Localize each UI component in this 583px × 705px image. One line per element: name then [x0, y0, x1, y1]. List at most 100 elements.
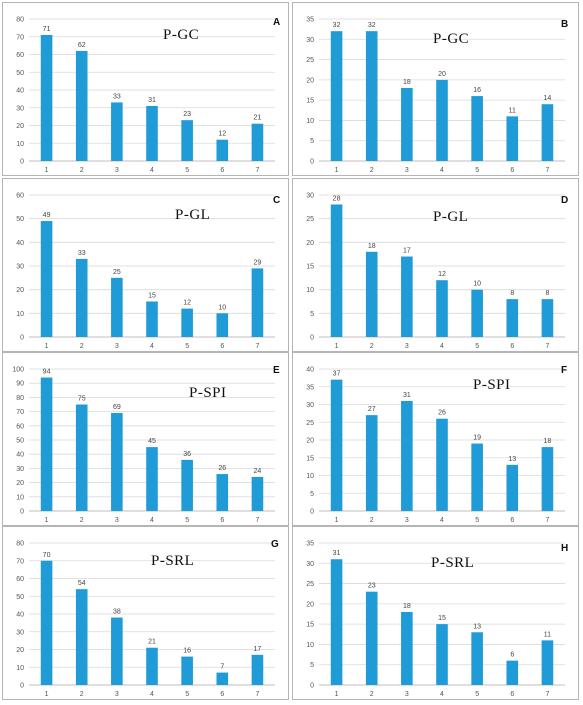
y-tick-label: 50	[16, 438, 24, 445]
bar	[146, 647, 158, 685]
panel-letter: G	[271, 539, 279, 550]
x-tick-label: 4	[440, 343, 444, 350]
y-tick-label: 15	[306, 455, 314, 462]
x-tick-label: 3	[405, 343, 409, 350]
y-tick-label: 10	[16, 665, 24, 672]
data-label: 13	[473, 623, 481, 630]
data-label: 18	[368, 243, 376, 250]
x-tick-label: 5	[185, 517, 189, 524]
data-label: 45	[148, 438, 156, 445]
x-tick-label: 4	[440, 167, 444, 174]
data-label: 38	[113, 609, 121, 616]
bar	[330, 31, 343, 161]
y-tick-label: 60	[16, 193, 24, 200]
bar	[365, 591, 378, 685]
x-tick-label: 2	[80, 343, 84, 350]
bar	[75, 404, 88, 511]
y-tick-label: 20	[16, 647, 24, 654]
y-tick-label: 25	[306, 216, 314, 223]
data-label: 21	[254, 115, 262, 122]
y-tick-label: 0	[310, 683, 314, 690]
bar	[111, 277, 123, 337]
data-label: 16	[473, 87, 481, 94]
bar	[111, 413, 123, 511]
data-label: 18	[544, 438, 552, 445]
y-tick-label: 30	[16, 466, 24, 473]
data-label: 27	[368, 406, 376, 413]
bar	[111, 102, 123, 161]
chart-title: P-GC	[433, 31, 470, 47]
y-tick-label: 20	[16, 287, 24, 294]
bar	[365, 415, 378, 511]
y-tick-label: 20	[306, 240, 314, 247]
x-tick-label: 2	[80, 517, 84, 524]
y-tick-label: 0	[310, 335, 314, 342]
y-tick-label: 0	[20, 335, 24, 342]
x-tick-label: 7	[545, 167, 549, 174]
data-label: 11	[544, 631, 551, 638]
y-tick-label: 60	[16, 576, 24, 583]
y-tick-label: 5	[310, 491, 314, 498]
y-tick-label: 30	[16, 264, 24, 271]
chart-title: P-SPI	[473, 377, 511, 393]
y-tick-label: 50	[16, 216, 24, 223]
bar	[216, 672, 229, 685]
data-label: 10	[473, 281, 481, 288]
data-label: 18	[403, 603, 411, 610]
y-tick-label: 20	[306, 77, 314, 84]
data-label: 36	[183, 451, 191, 458]
bar	[181, 656, 193, 685]
bar	[436, 79, 448, 161]
x-tick-label: 3	[115, 691, 119, 698]
x-tick-label: 3	[115, 517, 119, 524]
data-label: 23	[183, 111, 191, 118]
bar-chart-svg: 0 5 10 15 20 25 30 28 1 18 2 17 3 12 4 10 5 8 6 8 7	[306, 193, 565, 350]
x-tick-label: 1	[45, 167, 49, 174]
chart-title: P-GC	[163, 27, 200, 43]
panel-letter: F	[561, 365, 568, 376]
data-label: 8	[510, 290, 514, 297]
bar	[541, 447, 554, 511]
bar	[401, 611, 413, 685]
x-tick-label: 4	[150, 343, 154, 350]
y-tick-label: 40	[16, 88, 24, 95]
bar	[251, 654, 264, 685]
panel-letter: E	[273, 365, 280, 376]
data-label: 19	[473, 435, 481, 442]
data-label: 71	[43, 26, 51, 33]
bar	[146, 105, 158, 161]
bar	[506, 299, 519, 337]
y-tick-label: 10	[16, 494, 24, 501]
data-label: 29	[254, 259, 262, 266]
y-tick-label: 80	[16, 395, 24, 402]
x-tick-label: 6	[220, 691, 224, 698]
y-tick-label: 25	[306, 57, 314, 64]
data-label: 26	[218, 465, 226, 472]
data-label: 15	[438, 615, 446, 622]
bar	[251, 268, 264, 337]
y-tick-label: 10	[306, 287, 314, 294]
y-tick-label: 30	[306, 561, 314, 568]
bar	[40, 34, 53, 161]
chart-panel-a: 0 10 20 30 40 50 60 70 80 71 1 62 2 33 3 31 4 23 5 12 6 21 7 P…	[2, 2, 289, 176]
chart-panel-b: 0 5 10 15 20 25 30 35 32 1 32 2 18 3 20 4 16 5 11 6 14 7 P-GC…	[292, 2, 579, 176]
x-tick-label: 1	[335, 167, 339, 174]
bar	[216, 139, 229, 161]
bar	[216, 474, 229, 511]
bar	[506, 464, 519, 511]
bar	[251, 123, 264, 161]
data-label: 94	[43, 369, 51, 376]
y-tick-label: 10	[16, 311, 24, 318]
y-tick-label: 70	[16, 34, 24, 41]
x-tick-label: 6	[510, 167, 514, 174]
y-tick-label: 100	[12, 367, 24, 374]
data-label: 20	[438, 71, 446, 78]
y-tick-label: 30	[306, 193, 314, 200]
x-tick-label: 3	[115, 343, 119, 350]
x-tick-label: 7	[545, 343, 549, 350]
data-label: 16	[183, 648, 191, 655]
data-label: 21	[148, 639, 156, 646]
y-tick-label: 70	[16, 409, 24, 416]
bar	[401, 256, 413, 337]
